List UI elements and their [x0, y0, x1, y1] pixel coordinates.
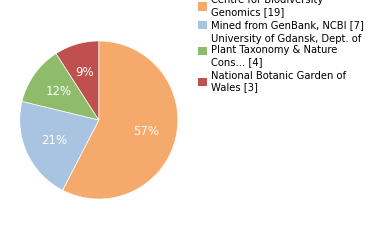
Wedge shape	[56, 41, 99, 120]
Wedge shape	[63, 41, 178, 199]
Text: 12%: 12%	[46, 85, 72, 98]
Legend: Centre for Biodiversity
Genomics [19], Mined from GenBank, NCBI [7], University : Centre for Biodiversity Genomics [19], M…	[198, 0, 364, 92]
Text: 57%: 57%	[133, 125, 160, 138]
Wedge shape	[22, 54, 99, 120]
Wedge shape	[20, 101, 99, 190]
Text: 9%: 9%	[76, 66, 94, 79]
Text: 21%: 21%	[41, 134, 67, 147]
